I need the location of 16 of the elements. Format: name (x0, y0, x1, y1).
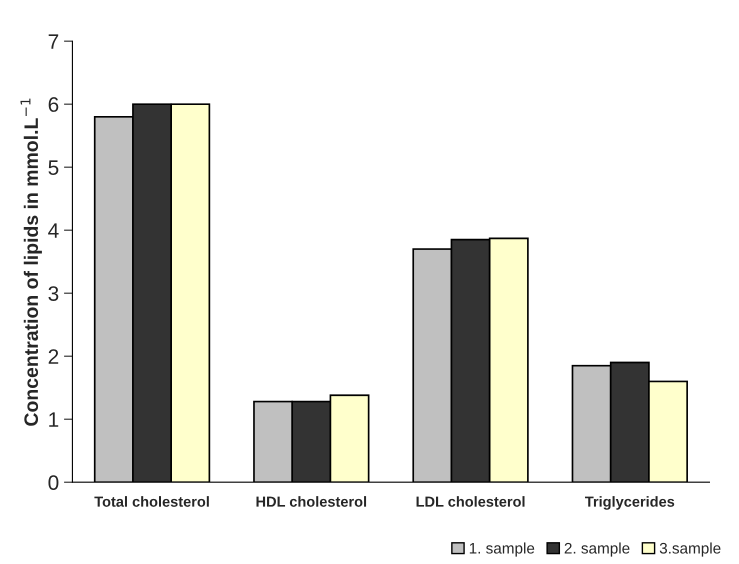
y-tick-label: 7 (48, 34, 58, 49)
x-tick-label: LDL cholesterol (416, 496, 525, 507)
y-tick-label: 1 (49, 412, 58, 427)
legend-label: 3.sample (660, 542, 720, 557)
y-axis-title: Concentration of lipids in mmol.L$^{−1}$ (20, 98, 42, 426)
legend-label: 2. sample (564, 542, 630, 557)
y-tick-label: 4 (48, 223, 59, 238)
y-tick-label: 3 (48, 286, 58, 301)
y-tick-label: 6 (48, 97, 58, 112)
y-tick-label: 5 (48, 160, 58, 175)
legend-label: 1. sample (470, 542, 534, 557)
x-tick-label: HDL cholesterol (256, 496, 366, 507)
y-tick-label: 0 (48, 475, 58, 490)
x-tick-label: Triglycerides (584, 496, 674, 510)
y-tick-label: 2 (48, 349, 58, 364)
x-tick-label: Total cholesterol (94, 496, 209, 507)
